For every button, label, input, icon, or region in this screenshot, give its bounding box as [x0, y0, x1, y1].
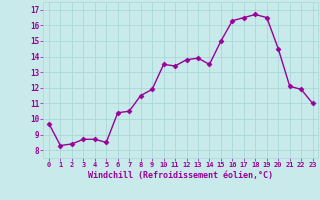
X-axis label: Windchill (Refroidissement éolien,°C): Windchill (Refroidissement éolien,°C) — [88, 171, 273, 180]
